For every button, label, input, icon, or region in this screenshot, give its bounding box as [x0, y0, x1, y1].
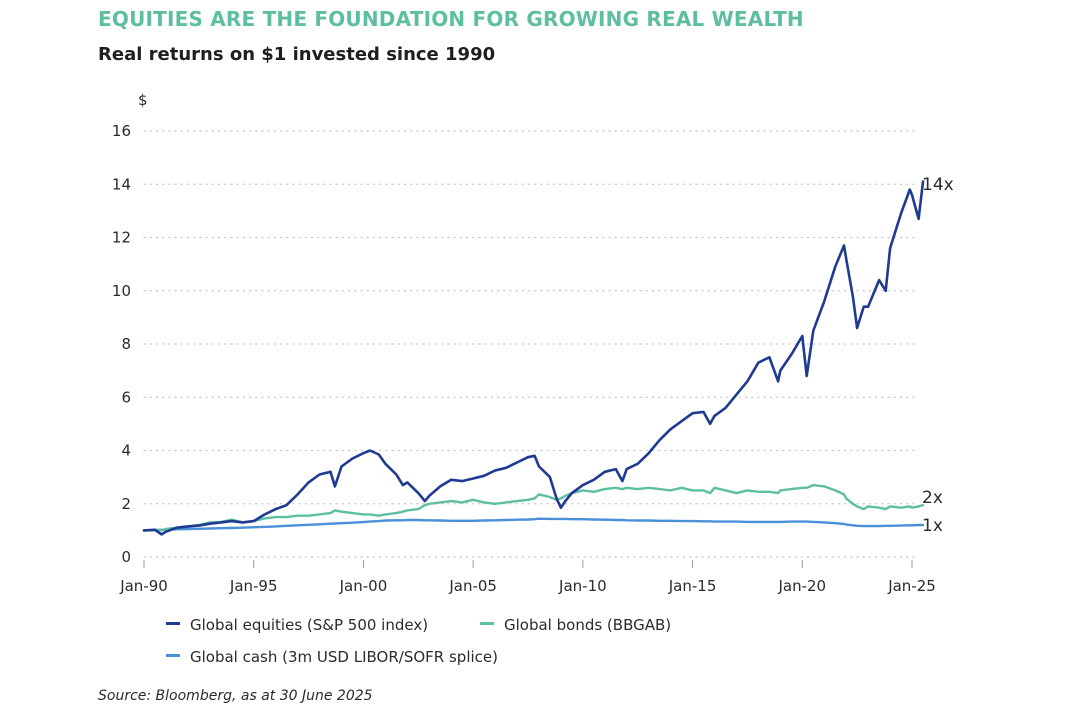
end-label-bonds: 2x — [922, 488, 943, 508]
y-axis-unit-label: $ — [138, 91, 148, 109]
y-tick-label: 16 — [112, 122, 131, 140]
y-tick-label: 14 — [112, 175, 131, 193]
y-tick-label: 6 — [121, 388, 131, 406]
source-note: Source: Bloomberg, as at 30 June 2025 — [98, 688, 373, 704]
y-tick-label: 12 — [112, 229, 131, 247]
x-tick-label: Jan-10 — [558, 577, 607, 595]
x-tick-label: Jan-05 — [448, 577, 497, 595]
y-tick-label: 8 — [121, 335, 131, 353]
series-line-bonds — [142, 483, 925, 532]
y-tick-label: 4 — [121, 442, 131, 460]
y-tick-label: 0 — [121, 548, 131, 566]
legend-item-bonds: Global bonds (BBGAB) — [480, 616, 671, 634]
y-tick-label: 2 — [121, 495, 131, 513]
series-line-cash — [142, 517, 925, 532]
chart-title: EQUITIES ARE THE FOUNDATION FOR GROWING … — [98, 7, 804, 31]
legend-label-cash: Global cash (3m USD LIBOR/SOFR splice) — [190, 648, 498, 666]
grid-lines — [143, 130, 916, 558]
legend-item-equities: Global equities (S&P 500 index) — [166, 616, 428, 634]
legend-swatch-equities — [166, 622, 180, 625]
legend-swatch-cash — [166, 654, 180, 657]
legend-swatch-bonds — [480, 622, 494, 625]
series-lines — [142, 180, 925, 536]
x-tick-label: Jan-90 — [119, 577, 168, 595]
end-label-equities: 14x — [922, 175, 954, 195]
legend-label-equities: Global equities (S&P 500 index) — [190, 616, 429, 634]
x-tick-label: Jan-00 — [339, 577, 388, 595]
x-axis: Jan-90 Jan-95 Jan-00 Jan-05 Jan-10 Jan-15 Jan-… — [119, 560, 936, 595]
y-tick-label: 10 — [112, 282, 131, 300]
legend-label-bonds: Global bonds (BBGAB) — [504, 616, 672, 634]
end-label-cash: 1x — [922, 516, 943, 536]
x-tick-label: Jan-95 — [229, 577, 278, 595]
chart-subtitle: Real returns on $1 invested since 1990 — [98, 44, 496, 65]
end-labels: 14x 2x 1x — [922, 175, 954, 536]
y-axis: 0 2 4 6 8 10 12 14 16 — [112, 122, 131, 566]
x-tick-label: Jan-15 — [668, 577, 717, 595]
x-tick-label: Jan-20 — [777, 577, 826, 595]
series-line-equities — [142, 180, 925, 536]
legend-item-cash: Global cash (3m USD LIBOR/SOFR splice) — [166, 648, 498, 666]
x-tick-label: Jan-25 — [887, 577, 936, 595]
